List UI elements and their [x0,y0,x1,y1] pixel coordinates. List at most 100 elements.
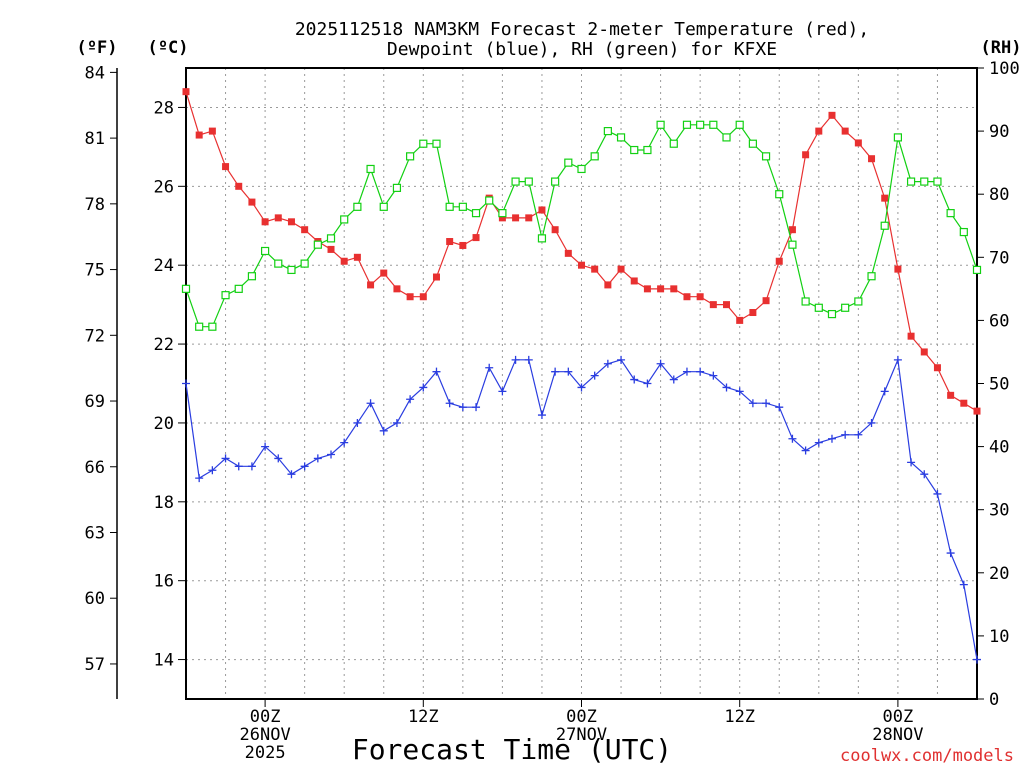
temperature-point [802,151,810,159]
temperature-point [208,127,216,135]
rh-point [643,145,652,155]
temperature-point [670,285,678,293]
dewpoint-series [182,355,981,664]
temperature-point [709,301,717,309]
rh-point [959,227,968,237]
temperature-point [222,163,230,171]
rh-tick-label: 40 [989,438,1009,458]
dewpoint-point [814,438,823,447]
rh-point [841,303,850,312]
dewpoint-point [511,355,520,364]
dewpoint-point [841,430,850,439]
temperature-point [736,316,744,324]
rh-point [854,297,863,306]
fahrenheit-tick-label: 57 [85,655,105,675]
celsius-axis-label: (ºC) [148,38,189,58]
rh-point [419,139,428,148]
x-tick-label: 26NOV [240,725,291,745]
dewpoint-point [406,395,415,404]
temperature-point [920,348,928,356]
dewpoint-point [590,371,599,380]
rh-point [933,177,942,186]
dewpoint-point [195,474,204,483]
fahrenheit-tick-label: 78 [85,195,105,215]
dewpoint-point [353,418,362,427]
temperature-point [287,218,295,226]
rh-point [300,259,309,268]
dewpoint-point [261,442,270,451]
rh-tick-label: 70 [989,248,1009,268]
x-tick-label: 28NOV [872,725,923,745]
celsius-tick-label: 22 [154,335,174,355]
temperature-point [933,364,941,372]
rh-point [827,309,837,319]
temperature-point [459,241,467,249]
rh-point [181,284,191,293]
rh-point [603,126,612,136]
dewpoint-point [973,655,981,664]
rh-point [946,209,955,218]
fahrenheit-tick-label: 66 [85,458,105,478]
temperature-point [657,285,665,293]
celsius-tick-label: 24 [154,256,174,276]
rh-point [471,209,481,218]
rh-point [775,190,784,199]
dewpoint-point [603,359,612,368]
rh-point [788,240,797,249]
temperature-point [301,226,309,234]
temperature-point [591,265,599,273]
dewpoint-point [920,470,929,479]
rh-point [880,221,889,230]
dewpoint-point [472,403,481,412]
fahrenheit-tick-label: 69 [85,392,105,412]
fahrenheit-tick-label: 72 [85,326,105,346]
dewpoint-point [458,403,467,412]
temperature-point [235,182,243,190]
temperature-point [788,226,796,234]
temperature-point [881,194,889,202]
dewpoint-point [788,434,797,443]
dewpoint-point [827,434,836,443]
chart-title-line-1: 2025112518 NAM3KM Forecast 2-meter Tempe… [295,19,869,40]
temperature-point [973,407,981,415]
temperature-point [195,131,203,139]
rh-tick-label: 80 [989,185,1009,205]
temperature-point [393,285,401,293]
celsius-tick-label: 20 [154,414,174,434]
temperature-point [947,391,955,399]
temperature-point [538,206,546,214]
rh-point [353,202,362,211]
source-watermark: coolwx.com/models [840,746,1014,766]
dewpoint-point [775,403,784,412]
rh-point [261,246,270,256]
temperature-point [472,234,480,242]
dewpoint-point [893,355,902,364]
temperature-point [182,88,190,96]
rh-point [972,265,982,275]
rh-point [498,209,507,218]
dewpoint-point [722,383,731,392]
temperature-point [907,332,915,340]
rh-tick-label: 60 [989,311,1009,331]
rh-point [485,196,494,205]
rh-axis-label: (RH) [981,38,1022,58]
celsius-tick-label: 18 [154,493,174,513]
temperature-point [604,281,612,289]
axes: 14 16 18 20 22 24 26 28 57 60 63 66 69 72 75 78 81 84 0 10 2… [85,59,1020,763]
temperature-point [564,249,572,257]
dewpoint-point [392,418,401,427]
rh-point [340,215,349,224]
dewpoint-point [247,462,256,471]
dewpoint-point [656,359,665,368]
dewpoint-point [682,367,691,376]
temperature-point [723,301,731,309]
temperature-point [551,226,559,234]
dewpoint-point [748,399,757,408]
rh-tick-label: 100 [989,59,1020,79]
celsius-tick-label: 26 [154,177,174,197]
dewpoint-point [617,355,626,364]
temperature-point [630,277,638,285]
rh-point [709,120,718,129]
temperature-point [841,127,849,135]
